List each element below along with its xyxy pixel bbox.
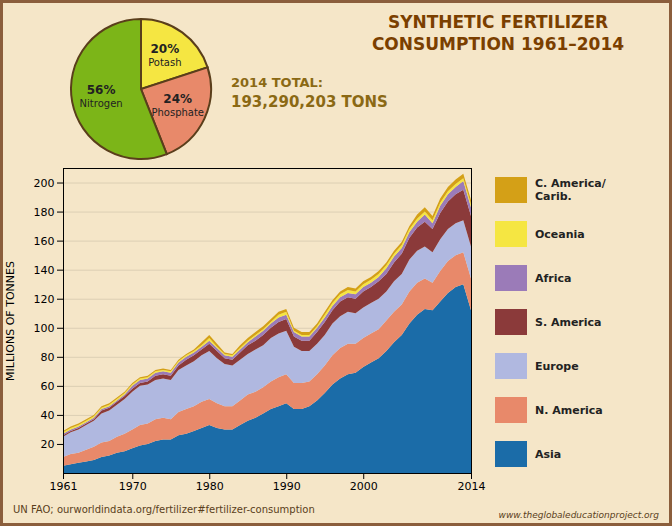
svg-text:Nitrogen: Nitrogen [80,98,123,109]
html-text:CONSUMPTION 1961–2014: CONSUMPTION 1961–2014 [371,34,625,54]
svg-text:160: 160 [34,235,55,248]
svg-text:100: 100 [34,322,55,335]
html-text:Europe: Europe [535,359,579,373]
svg-text:2000: 2000 [350,480,378,493]
html-text:C. America/ Carib.: C. America/ Carib. [535,177,606,203]
html-text:Oceania: Oceania [535,227,585,241]
html-text:UN FAO; ourworldindata.org/fer: UN FAO; ourworldindata.org/fertilizer#fe… [13,504,315,515]
html-text:www.theglobaleducationproject.: www.theglobaleducationproject.org [498,510,659,520]
svg-text:200: 200 [34,177,55,190]
svg-text:2014: 2014 [458,480,486,493]
svg-text:56%: 56% [87,83,116,97]
html-text:2014 TOTAL:: 2014 TOTAL: [231,75,323,90]
svg-text:140: 140 [34,264,55,277]
svg-text:20%: 20% [150,42,179,56]
html-text:Africa: Africa [535,271,572,285]
html-text:193,290,203 TONS: 193,290,203 TONS [231,93,388,111]
svg-text:80: 80 [41,351,55,364]
html-text:N. America: N. America [535,403,603,417]
svg-text:60: 60 [41,380,55,393]
svg-text:40: 40 [41,409,55,422]
svg-text:1980: 1980 [196,480,224,493]
svg-text:MILLIONS OF TONNES: MILLIONS OF TONNES [4,261,17,381]
svg-text:1970: 1970 [119,480,147,493]
svg-text:Phosphate: Phosphate [151,107,204,118]
svg-text:1961: 1961 [50,480,78,493]
svg-text:24%: 24% [163,92,192,106]
svg-text:180: 180 [34,206,55,219]
html-text:SYNTHETIC FERTILIZER: SYNTHETIC FERTILIZER [387,12,609,32]
svg-text:20: 20 [41,438,55,451]
svg-text:120: 120 [34,293,55,306]
html-text:Asia: Asia [535,447,562,461]
svg-text:Potash: Potash [148,57,181,68]
svg-text:1990: 1990 [273,480,301,493]
html-text:S. America: S. America [535,315,602,329]
